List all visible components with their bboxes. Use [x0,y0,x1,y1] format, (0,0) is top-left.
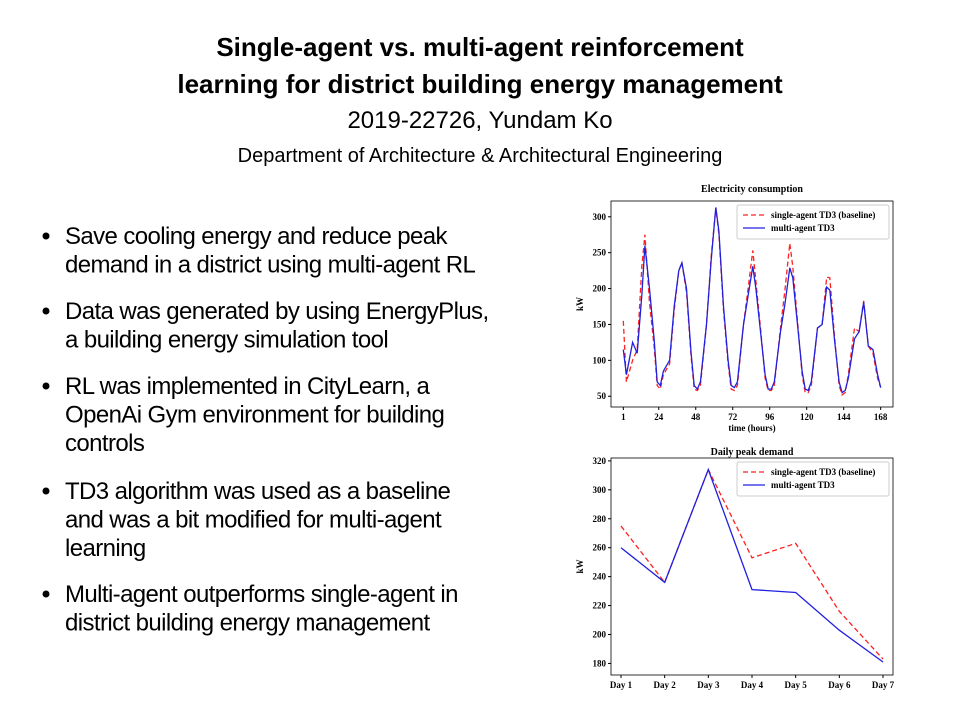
plot-frame [610,457,894,676]
legend-box [736,461,890,497]
x-tick-label: Day 6 [828,680,851,690]
bullet-text: Save cooling energy and reduce peak [65,223,449,250]
chart-title: Daily peak demand [711,447,794,458]
x-tick-label: Day 3 [697,680,720,690]
bullet-dot [42,382,50,390]
bullet-dot [42,487,50,495]
bullet-dot [42,590,50,598]
x-tick-label: Day 2 [654,680,677,690]
y-tick-label: 180 [593,658,607,668]
x-tick-label: 144 [837,412,851,422]
y-tick-label: 220 [593,601,607,611]
bullet-text: OpenAi Gym environment for building [65,402,444,429]
slide-title: learning for district building energy ma… [177,69,783,99]
bullet-dot [42,307,50,315]
bullet-text: RL was implemented in CityLearn, a [65,373,430,400]
bullet-text: demand in a district using multi-agent R… [65,252,476,279]
bullet-text: learning [65,535,146,562]
y-tick-label: 320 [593,456,607,466]
affiliation: Department of Architecture & Architectur… [238,145,723,167]
y-axis-label: kW [575,559,585,573]
bullet-text: Data was generated by using EnergyPlus, [65,298,489,325]
y-tick-label: 240 [593,572,607,582]
x-tick-label: 24 [654,412,664,422]
series-line [622,207,882,396]
y-tick-label: 250 [593,248,607,258]
y-tick-label: 260 [593,543,607,553]
slide-title: Single-agent vs. multi-agent reinforceme… [216,32,744,62]
y-tick-label: 300 [593,212,607,222]
series-line [620,467,884,663]
bullet-list: Save cooling energy and reduce peakdeman… [42,223,489,637]
legend-label: single-agent TD3 (baseline) [771,210,875,220]
y-tick-label: 200 [593,629,607,639]
bullet-text: controls [65,430,145,457]
y-tick-label: 300 [593,485,607,495]
y-tick-label: 200 [593,284,607,294]
x-tick-label: 120 [800,412,814,422]
y-tick-label: 150 [593,319,607,329]
x-tick-label: Day 5 [785,680,808,690]
chart-title: Electricity consumption [701,184,803,195]
x-tick-label: 168 [874,412,888,422]
x-tick-label: Day 4 [741,680,764,690]
x-axis-label: time (hours) [728,423,775,433]
bullet-dot [42,232,50,240]
plot-frame [610,200,894,408]
author: 2019-22726, Yundam Ko [347,107,612,134]
bullet-text: a building energy simulation tool [65,327,388,354]
bullet-text: district building energy management [65,610,430,637]
y-tick-label: 280 [593,514,607,524]
legend-label: multi-agent TD3 [771,223,835,233]
y-tick-label: 50 [597,391,607,401]
series-line [622,207,882,394]
legend-label: multi-agent TD3 [771,480,835,490]
legend-box [736,204,890,240]
charts: 1 24 48 72 96 120 144 168 50 100 150 200 250 300 Elect… [575,184,895,690]
legend-label: single-agent TD3 (baseline) [771,467,875,477]
x-tick-label: 48 [691,412,701,422]
x-tick-label: 1 [621,412,626,422]
x-tick-label: Day 7 [872,680,895,690]
y-axis-label: kW [575,297,585,311]
bullet-text: and was a bit modified for multi-agent [65,507,442,534]
y-tick-label: 100 [593,355,607,365]
x-tick-label: 96 [765,412,775,422]
x-tick-label: 72 [728,412,738,422]
x-tick-label: Day 1 [610,680,633,690]
bullet-text: Multi-agent outperforms single-agent in [65,581,458,608]
bullet-text: TD3 algorithm was used as a baseline [65,478,451,505]
series-line [620,467,884,660]
